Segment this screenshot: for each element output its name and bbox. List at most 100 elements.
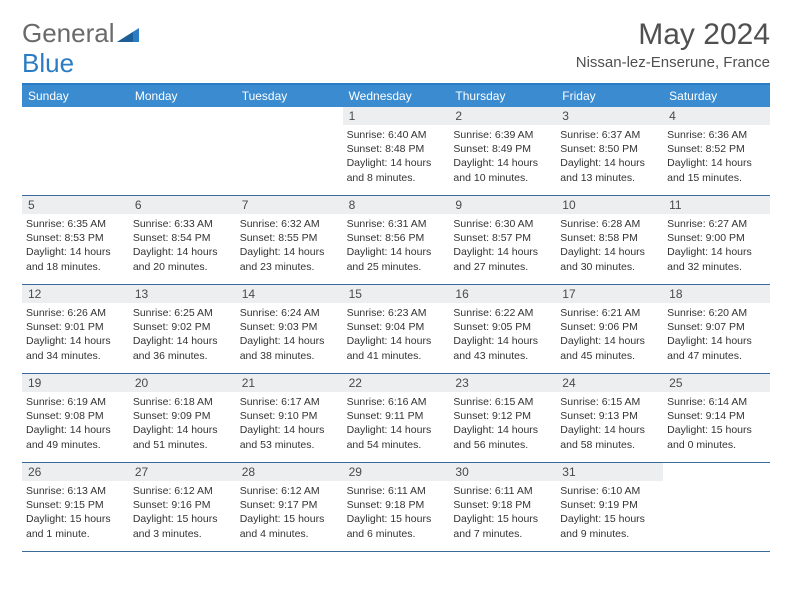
day-info: Sunrise: 6:22 AMSunset: 9:05 PMDaylight:… (453, 306, 552, 363)
empty-cell (129, 107, 236, 195)
day-info: Sunrise: 6:31 AMSunset: 8:56 PMDaylight:… (347, 217, 446, 274)
daylight-line: Daylight: 14 hours and 49 minutes. (26, 423, 125, 451)
sunset-line: Sunset: 8:52 PM (667, 142, 766, 156)
sunset-line: Sunset: 9:14 PM (667, 409, 766, 423)
day-info: Sunrise: 6:16 AMSunset: 9:11 PMDaylight:… (347, 395, 446, 452)
day-cell: 4Sunrise: 6:36 AMSunset: 8:52 PMDaylight… (663, 107, 770, 195)
sunset-line: Sunset: 8:54 PM (133, 231, 232, 245)
day-info: Sunrise: 6:20 AMSunset: 9:07 PMDaylight:… (667, 306, 766, 363)
title-block: May 2024 Nissan-lez-Enserune, France (576, 18, 770, 71)
day-number: 15 (343, 285, 450, 303)
sunrise-line: Sunrise: 6:24 AM (240, 306, 339, 320)
day-cell: 20Sunrise: 6:18 AMSunset: 9:09 PMDayligh… (129, 374, 236, 462)
day-info: Sunrise: 6:30 AMSunset: 8:57 PMDaylight:… (453, 217, 552, 274)
day-cell: 15 Sunrise: 6:23 AMSunset: 9:04 PMDayligh… (343, 285, 450, 373)
sunrise-line: Sunrise: 6:32 AM (240, 217, 339, 231)
day-info: Sunrise: 6:14 AMSunset: 9:14 PMDaylight:… (667, 395, 766, 452)
daylight-line: Daylight: 14 hours and 15 minutes. (667, 156, 766, 184)
sunset-line: Sunset: 9:18 PM (347, 498, 446, 512)
day-info: Sunrise: 6:12 AMSunset: 9:16 PMDaylight:… (133, 484, 232, 541)
day-cell: 28Sunrise: 6:12 AMSunset: 9:17 PMDayligh… (236, 463, 343, 551)
day-info: Sunrise: 6:23 AMSunset: 9:04 PMDaylight:… (347, 306, 446, 363)
day-number (236, 107, 343, 125)
sunset-line: Sunset: 8:55 PM (240, 231, 339, 245)
day-cell: 8Sunrise: 6:31 AMSunset: 8:56 PMDaylight… (343, 196, 450, 284)
day-number: 10 (556, 196, 663, 214)
location-text: Nissan-lez-Enserune, France (576, 54, 770, 71)
day-cell: 2Sunrise: 6:39 AMSunset: 8:49 PMDaylight… (449, 107, 556, 195)
header: General May 2024 Nissan-lez-Enserune, Fr… (0, 0, 792, 77)
sunrise-line: Sunrise: 6:21 AM (560, 306, 659, 320)
daylight-line: Daylight: 14 hours and 56 minutes. (453, 423, 552, 451)
sunset-line: Sunset: 9:15 PM (26, 498, 125, 512)
day-info: Sunrise: 6:19 AMSunset: 9:08 PMDaylight:… (26, 395, 125, 452)
daylight-line: Daylight: 14 hours and 32 minutes. (667, 245, 766, 273)
calendar: SundayMondayTuesdayWednesdayThursdayFrid… (22, 83, 770, 552)
day-cell: 13Sunrise: 6:25 AMSunset: 9:02 PMDayligh… (129, 285, 236, 373)
daylight-line: Daylight: 14 hours and 53 minutes. (240, 423, 339, 451)
day-cell: 5Sunrise: 6:35 AMSunset: 8:53 PMDaylight… (22, 196, 129, 284)
week-row: 12Sunrise: 6:26 AMSunset: 9:01 PMDayligh… (22, 285, 770, 374)
day-number: 6 (129, 196, 236, 214)
sunrise-line: Sunrise: 6:27 AM (667, 217, 766, 231)
day-info: Sunrise: 6:13 AMSunset: 9:15 PMDaylight:… (26, 484, 125, 541)
day-cell: 14Sunrise: 6:24 AMSunset: 9:03 PMDayligh… (236, 285, 343, 373)
week-row: 5Sunrise: 6:35 AMSunset: 8:53 PMDaylight… (22, 196, 770, 285)
day-number: 3 (556, 107, 663, 125)
daylight-line: Daylight: 14 hours and 25 minutes. (347, 245, 446, 273)
sunrise-line: Sunrise: 6:11 AM (347, 484, 446, 498)
sunset-line: Sunset: 9:13 PM (560, 409, 659, 423)
sunset-line: Sunset: 9:07 PM (667, 320, 766, 334)
day-number: 4 (663, 107, 770, 125)
daylight-line: Daylight: 14 hours and 45 minutes. (560, 334, 659, 362)
day-cell: 17Sunrise: 6:21 AMSunset: 9:06 PMDayligh… (556, 285, 663, 373)
day-info: Sunrise: 6:28 AMSunset: 8:58 PMDaylight:… (560, 217, 659, 274)
day-info: Sunrise: 6:11 AMSunset: 9:18 PMDaylight:… (453, 484, 552, 541)
sunset-line: Sunset: 9:05 PM (453, 320, 552, 334)
day-number: 5 (22, 196, 129, 214)
daylight-line: Daylight: 15 hours and 4 minutes. (240, 512, 339, 540)
day-cell: 24 Sunrise: 6:15 AMSunset: 9:13 PMDayligh… (556, 374, 663, 462)
day-number (129, 107, 236, 125)
day-info: Sunrise: 6:17 AMSunset: 9:10 PMDaylight:… (240, 395, 339, 452)
sunset-line: Sunset: 8:58 PM (560, 231, 659, 245)
dow-tuesday: Tuesday (236, 85, 343, 107)
sunset-line: Sunset: 8:57 PM (453, 231, 552, 245)
day-info: Sunrise: 6:15 AMSunset: 9:13 PMDaylight:… (560, 395, 659, 452)
sunset-line: Sunset: 9:17 PM (240, 498, 339, 512)
sunset-line: Sunset: 9:02 PM (133, 320, 232, 334)
week-row: 1Sunrise: 6:40 AMSunset: 8:48 PMDaylight… (22, 107, 770, 196)
sunrise-line: Sunrise: 6:13 AM (26, 484, 125, 498)
sunrise-line: Sunrise: 6:33 AM (133, 217, 232, 231)
day-cell: 12Sunrise: 6:26 AMSunset: 9:01 PMDayligh… (22, 285, 129, 373)
day-number: 16 (449, 285, 556, 303)
sunset-line: Sunset: 8:50 PM (560, 142, 659, 156)
daylight-line: Daylight: 14 hours and 27 minutes. (453, 245, 552, 273)
day-cell: 9Sunrise: 6:30 AMSunset: 8:57 PMDaylight… (449, 196, 556, 284)
month-title: May 2024 (576, 18, 770, 52)
sunset-line: Sunset: 9:18 PM (453, 498, 552, 512)
day-cell: 26Sunrise: 6:13 AMSunset: 9:15 PMDayligh… (22, 463, 129, 551)
sunset-line: Sunset: 9:12 PM (453, 409, 552, 423)
brand-part2: Blue (22, 48, 74, 79)
day-cell: 29Sunrise: 6:11 AMSunset: 9:18 PMDayligh… (343, 463, 450, 551)
day-cell: 31Sunrise: 6:10 AMSunset: 9:19 PMDayligh… (556, 463, 663, 551)
daylight-line: Daylight: 15 hours and 6 minutes. (347, 512, 446, 540)
day-number: 24 (556, 374, 663, 392)
sunset-line: Sunset: 9:10 PM (240, 409, 339, 423)
sunrise-line: Sunrise: 6:23 AM (347, 306, 446, 320)
day-number: 27 (129, 463, 236, 481)
daylight-line: Daylight: 14 hours and 43 minutes. (453, 334, 552, 362)
brand-triangle-icon (117, 18, 139, 49)
sunset-line: Sunset: 9:04 PM (347, 320, 446, 334)
dow-wednesday: Wednesday (343, 85, 450, 107)
sunrise-line: Sunrise: 6:18 AM (133, 395, 232, 409)
sunset-line: Sunset: 9:08 PM (26, 409, 125, 423)
day-number: 7 (236, 196, 343, 214)
sunset-line: Sunset: 8:49 PM (453, 142, 552, 156)
daylight-line: Daylight: 14 hours and 18 minutes. (26, 245, 125, 273)
sunset-line: Sunset: 9:03 PM (240, 320, 339, 334)
daylight-line: Daylight: 14 hours and 34 minutes. (26, 334, 125, 362)
day-info: Sunrise: 6:15 AMSunset: 9:12 PMDaylight:… (453, 395, 552, 452)
sunrise-line: Sunrise: 6:26 AM (26, 306, 125, 320)
